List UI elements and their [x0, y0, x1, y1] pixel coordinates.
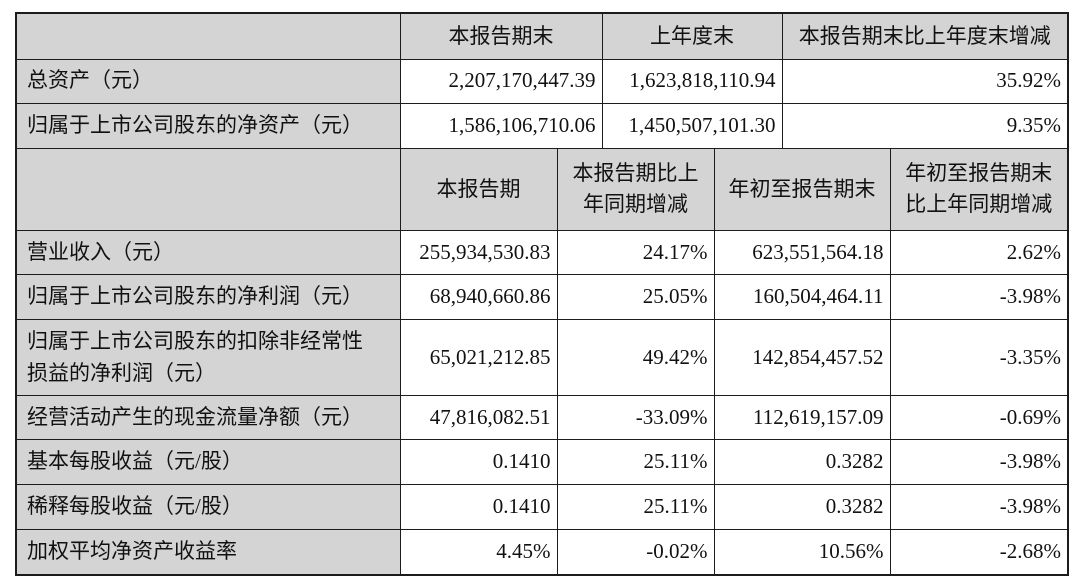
value-cell: 142,854,457.52 [714, 319, 891, 396]
value-cell: 47,816,082.51 [400, 395, 558, 440]
value-cell: -3.98% [890, 439, 1067, 485]
financial-summary-table: 本报告期末 上年度末 本报告期末比上年度末增减 总资产（元） 2,207,170… [15, 12, 1069, 576]
table-header-row: 本报告期 本报告期比上年同期增减 年初至报告期末 年初至报告期末比上年同期增减 [17, 148, 1067, 231]
col-header-ytd: 年初至报告期末 [714, 148, 891, 231]
col-header-prior-year-end: 上年度末 [602, 14, 783, 60]
value-cell: 255,934,530.83 [400, 230, 558, 275]
empty-corner-cell [17, 148, 401, 231]
performance-metrics-table: 本报告期 本报告期比上年同期增减 年初至报告期末 年初至报告期末比上年同期增减 … [17, 148, 1067, 574]
value-cell: 25.11% [557, 439, 715, 485]
row-label-net-assets: 归属于上市公司股东的净资产（元） [17, 103, 401, 149]
value-cell: 1,586,106,710.06 [400, 103, 603, 149]
row-label-operating-cash-flow: 经营活动产生的现金流量净额（元） [17, 395, 401, 440]
value-cell: -0.02% [557, 529, 715, 574]
row-label-diluted-eps: 稀释每股收益（元/股） [17, 484, 401, 530]
value-cell: 0.1410 [400, 484, 558, 530]
row-label-operating-revenue: 营业收入（元） [17, 230, 401, 275]
table-row: 基本每股收益（元/股） 0.1410 25.11% 0.3282 -3.98% [17, 439, 1067, 485]
col-header-ytd-yoy-change: 年初至报告期末比上年同期增减 [890, 148, 1067, 231]
value-cell: 25.11% [557, 484, 715, 530]
row-label-basic-eps: 基本每股收益（元/股） [17, 439, 401, 485]
table-row: 归属于上市公司股东的扣除非经常性损益的净利润（元） 65,021,212.85 … [17, 319, 1067, 396]
col-header-change-vs-prior-year-end: 本报告期末比上年度末增减 [782, 14, 1067, 60]
value-cell: 1,450,507,101.30 [602, 103, 783, 149]
row-label-weighted-avg-roe: 加权平均净资产收益率 [17, 529, 401, 574]
table-row: 归属于上市公司股东的净利润（元） 68,940,660.86 25.05% 16… [17, 274, 1067, 320]
value-cell: 160,504,464.11 [714, 274, 891, 320]
table-row: 总资产（元） 2,207,170,447.39 1,623,818,110.94… [17, 59, 1067, 104]
col-header-period-yoy-change: 本报告期比上年同期增减 [557, 148, 715, 231]
row-label-total-assets: 总资产（元） [17, 59, 401, 104]
row-label-net-profit: 归属于上市公司股东的净利润（元） [17, 274, 401, 320]
value-cell: 68,940,660.86 [400, 274, 558, 320]
table-row: 加权平均净资产收益率 4.45% -0.02% 10.56% -2.68% [17, 529, 1067, 574]
value-cell: 24.17% [557, 230, 715, 275]
col-header-current-period-end: 本报告期末 [400, 14, 603, 60]
value-cell: 623,551,564.18 [714, 230, 891, 275]
value-cell: 0.1410 [400, 439, 558, 485]
value-cell: 0.3282 [714, 484, 891, 530]
table-row: 经营活动产生的现金流量净额（元） 47,816,082.51 -33.09% 1… [17, 395, 1067, 440]
value-cell: 4.45% [400, 529, 558, 574]
value-cell: 2,207,170,447.39 [400, 59, 603, 104]
value-cell: -0.69% [890, 395, 1067, 440]
balance-metrics-table: 本报告期末 上年度末 本报告期末比上年度末增减 总资产（元） 2,207,170… [17, 14, 1067, 149]
value-cell: 65,021,212.85 [400, 319, 558, 396]
table-row: 营业收入（元） 255,934,530.83 24.17% 623,551,56… [17, 230, 1067, 275]
value-cell: -3.98% [890, 274, 1067, 320]
value-cell: 112,619,157.09 [714, 395, 891, 440]
value-cell: 10.56% [714, 529, 891, 574]
value-cell: -33.09% [557, 395, 715, 440]
table-row: 归属于上市公司股东的净资产（元） 1,586,106,710.06 1,450,… [17, 103, 1067, 149]
value-cell: 1,623,818,110.94 [602, 59, 783, 104]
value-cell: 35.92% [782, 59, 1067, 104]
row-label-net-profit-excl-nonrecurring: 归属于上市公司股东的扣除非经常性损益的净利润（元） [17, 319, 401, 396]
table-row: 稀释每股收益（元/股） 0.1410 25.11% 0.3282 -3.98% [17, 484, 1067, 530]
value-cell: 0.3282 [714, 439, 891, 485]
value-cell: -2.68% [890, 529, 1067, 574]
value-cell: 9.35% [782, 103, 1067, 149]
value-cell: -3.98% [890, 484, 1067, 530]
value-cell: -3.35% [890, 319, 1067, 396]
value-cell: 2.62% [890, 230, 1067, 275]
empty-corner-cell [17, 14, 401, 60]
value-cell: 49.42% [557, 319, 715, 396]
value-cell: 25.05% [557, 274, 715, 320]
table-header-row: 本报告期末 上年度末 本报告期末比上年度末增减 [17, 14, 1067, 60]
col-header-current-period: 本报告期 [400, 148, 558, 231]
